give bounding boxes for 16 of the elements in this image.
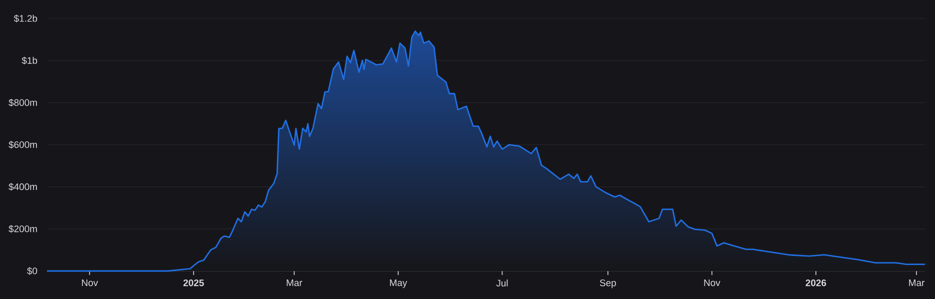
y-tick-label: $800m [8, 98, 37, 106]
x-tick-label: Jul [496, 280, 508, 286]
x-tick-label: Nov [704, 280, 720, 286]
x-tick-label: 2025 [183, 280, 204, 286]
y-tick-label: $1b [22, 56, 38, 64]
x-tick-label: Mar [286, 280, 302, 286]
x-tick-label: 2026 [806, 280, 826, 286]
y-tick-label: $600m [8, 140, 37, 149]
y-tick-label: $200m [8, 225, 37, 233]
x-tick-label: Sep [600, 280, 616, 288]
x-tick-label: Mar [909, 280, 924, 286]
y-tick-label: $0 [27, 267, 38, 275]
y-tick-label: $400m [8, 182, 37, 191]
y-tick-label: $1.2b [14, 14, 38, 22]
x-tick-label: May [390, 280, 408, 288]
x-tick-label: Nov [82, 280, 98, 286]
